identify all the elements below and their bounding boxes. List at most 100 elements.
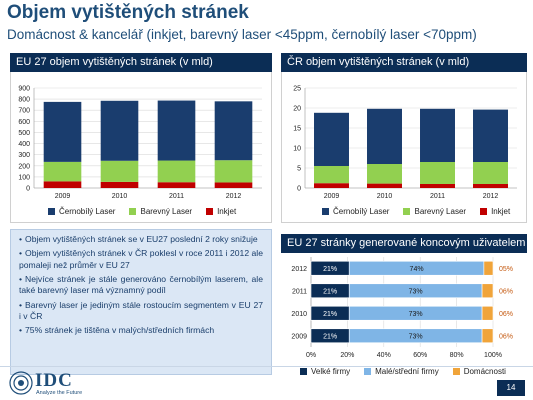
x-tick-label: 2010 [112, 193, 128, 200]
legend-label: Černobílý Laser [333, 207, 390, 216]
y-tick-label: 200 [18, 163, 30, 170]
y-tick-label: 0 [297, 186, 301, 193]
data-label: 21% [323, 311, 337, 318]
legend-item: Černobílý Laser [48, 207, 115, 216]
x-tick-label: 2009 [324, 193, 340, 200]
bar-segment [43, 101, 82, 162]
y-tick-label: 400 [18, 141, 30, 148]
x-tick-label: 60% [413, 352, 427, 359]
bullet-box: Objem vytištěných stránek se v EU27 posl… [10, 229, 272, 375]
x-tick-label: 2009 [55, 193, 71, 200]
legend-item: Barevný Laser [129, 207, 192, 216]
bar-segment [420, 108, 455, 162]
legend-item: Velké firmy [300, 367, 350, 376]
x-tick-label: 2012 [483, 193, 499, 200]
data-label: 06% [499, 333, 513, 340]
legend-label: Inkjet [217, 207, 237, 216]
legend-item: Inkjet [206, 207, 236, 216]
legend-item: Inkjet [480, 207, 510, 216]
legend-swatch [300, 368, 307, 375]
bar-segment [481, 328, 494, 344]
data-label: 73% [409, 311, 423, 318]
logo-text: IDC [35, 370, 73, 391]
x-tick-label: 40% [377, 352, 391, 359]
data-label: 73% [409, 333, 423, 340]
bar-segment [43, 181, 82, 188]
legend-swatch [129, 208, 137, 215]
legend-item: Barevný Laser [403, 207, 466, 216]
bar-segment [43, 161, 82, 182]
bar-segment [483, 260, 494, 276]
bar-segment [314, 166, 349, 184]
cz-chart-legend: Černobílý Laser Barevný Laser Inkjet [322, 207, 510, 216]
y-tick-label: 0 [26, 186, 30, 193]
bar-segment [157, 182, 196, 188]
y-tick-label: 10 [293, 146, 301, 153]
legend-item: Domácnosti [452, 367, 506, 376]
legend-label: Domácnosti [463, 367, 506, 376]
bullet-item: 75% stránek je tištěna v malých/středníc… [19, 325, 263, 336]
y-tick-label: 15 [293, 126, 301, 133]
data-label: 21% [323, 288, 337, 295]
eu-chart-title: EU 27 objem vytištěných stránek (v mld) [10, 53, 272, 72]
bar-segment [481, 305, 494, 321]
bar-segment [367, 183, 402, 188]
legend-swatch [452, 368, 460, 375]
page-number: 14 [497, 380, 525, 396]
data-label: 05% [499, 266, 513, 273]
share-chart-title: EU 27 stránky generované koncovým uživat… [281, 234, 527, 253]
y-tick-label: 25 [293, 86, 301, 93]
x-tick-label: 2011 [169, 193, 184, 200]
legend-item: Černobílý Laser [322, 207, 389, 216]
x-tick-label: 20% [340, 352, 354, 359]
page-subtitle: Domácnost & kancelář (inkjet, barevný la… [7, 27, 477, 42]
data-label: 06% [499, 311, 513, 318]
bar-segment [481, 283, 494, 299]
bar-segment [314, 112, 349, 166]
x-tick-label: 100% [484, 352, 502, 359]
data-label: 73% [409, 288, 423, 295]
footer-divider [0, 366, 533, 367]
y-tick-label: 600 [18, 119, 30, 126]
x-tick-label: 2012 [226, 193, 242, 200]
bullet-item: Barevný laser je jediným stále rostoucím… [19, 300, 263, 322]
bar-segment [214, 182, 253, 188]
bar-segment [420, 184, 455, 188]
legend-swatch [403, 208, 411, 215]
x-tick-label: 2011 [430, 193, 445, 200]
legend-swatch [480, 208, 488, 215]
y-tick-label: 5 [297, 166, 301, 173]
legend-label: Inkjet [491, 207, 511, 216]
legend-item: Malé/střední firmy [364, 367, 439, 376]
bullet-item: Objem vytištěných stránek se v EU27 posl… [19, 234, 263, 245]
bar-segment [420, 162, 455, 184]
y-tick-label: 500 [18, 130, 30, 137]
legend-label: Velké firmy [311, 367, 351, 376]
logo-tagline: Analyze the Future [36, 390, 83, 396]
y-tick-label: 20 [293, 106, 301, 113]
y-tick-label: 300 [18, 152, 30, 159]
y-tick-label: 2012 [291, 266, 307, 273]
bar-segment [100, 181, 139, 188]
share-chart: 0% 20% 40% 60% 80% 100% 21% 74% 05% 2012 21% 73% 06%… [291, 257, 513, 359]
idc-logo-icon [9, 371, 33, 395]
eu-chart-legend: Černobílý Laser Barevný Laser Inkjet [48, 207, 236, 216]
bar-segment [214, 101, 253, 161]
bar-segment [473, 109, 508, 162]
data-label: 21% [323, 333, 337, 340]
x-tick-label: 2010 [377, 193, 393, 200]
bar-segment [100, 160, 139, 182]
bar-segment [100, 100, 139, 161]
bullet-item: Objem vytištěných stránek v ČR poklesl v… [19, 248, 263, 270]
bar-segment [367, 108, 402, 164]
bar-segment [157, 160, 196, 183]
data-label: 21% [323, 266, 337, 273]
bar-segment [214, 160, 253, 183]
cz-volume-chart: 0 5 10 15 20 25 2009 2010 2011 2012 [293, 86, 517, 200]
y-tick-label: 2010 [291, 311, 307, 318]
data-label: 06% [499, 288, 513, 295]
y-tick-label: 2011 [292, 288, 307, 295]
share-chart-legend: Velké firmy Malé/střední firmy Domácnosti [300, 367, 506, 376]
y-tick-label: 900 [18, 86, 30, 93]
legend-swatch [322, 208, 329, 215]
